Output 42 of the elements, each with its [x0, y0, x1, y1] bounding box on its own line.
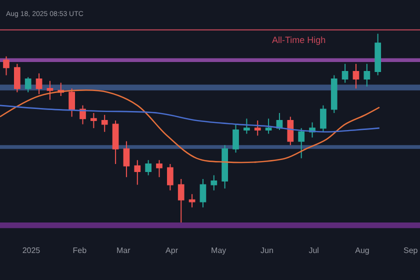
candlestick — [200, 178, 206, 208]
candlestick — [46, 80, 54, 100]
candlestick — [167, 163, 174, 191]
candlestick — [80, 104, 86, 125]
candlestick — [320, 104, 326, 132]
x-tick-label: Sep — [404, 246, 418, 255]
candlestick — [364, 63, 370, 88]
candlestick — [287, 116, 294, 146]
candlestick — [244, 118, 250, 134]
candlestick — [254, 120, 261, 136]
candlestick — [352, 63, 360, 89]
x-tick-label: Aug — [355, 246, 370, 255]
candlestick — [123, 140, 130, 178]
candlestick — [298, 128, 305, 159]
candlestick — [24, 76, 32, 93]
ref-line-label: All-Time High — [272, 35, 326, 45]
candlestick — [222, 144, 228, 189]
candlestick — [14, 63, 20, 93]
candlestick — [68, 88, 75, 118]
x-tick-label: Feb — [72, 246, 88, 255]
candlestick — [156, 160, 162, 178]
x-tick-label: Apr — [166, 246, 178, 255]
candlestick — [265, 118, 272, 134]
candlestick — [342, 63, 348, 84]
x-tick-label: 2025 — [22, 246, 41, 255]
candlestick — [330, 74, 338, 114]
candlestick — [112, 120, 119, 164]
x-tick-label: Jun — [260, 246, 274, 255]
candlestick — [3, 56, 10, 76]
candlestick — [90, 112, 97, 129]
candlestick — [232, 124, 239, 154]
x-tick-label: Mar — [116, 246, 131, 255]
candlestick — [145, 160, 152, 176]
candlestick — [374, 33, 382, 76]
candlestick — [178, 178, 184, 223]
x-tick-label: May — [211, 246, 226, 255]
candlestick — [188, 194, 196, 208]
candlestick — [210, 174, 218, 191]
x-tick-label: Jul — [308, 246, 320, 255]
candlestick — [36, 72, 42, 95]
candlestick — [101, 114, 108, 132]
candlestick — [134, 160, 141, 186]
